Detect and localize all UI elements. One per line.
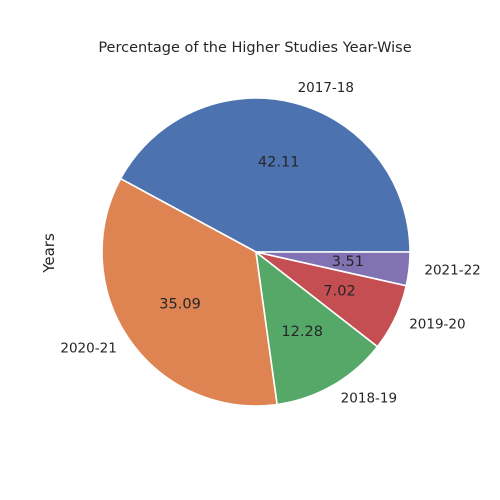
pie-slices xyxy=(101,97,411,407)
slice-label-2019-20: 2019-20 xyxy=(409,316,465,332)
slice-value-2021-22: 3.51 xyxy=(332,254,364,270)
pie-labels: 2017-18 42.11 2020-21 35.09 2018-19 12.28 2019… xyxy=(60,80,480,407)
pie-slice-2017-18 xyxy=(119,97,411,253)
pie-slice-2018-19 xyxy=(255,251,379,406)
slice-label-2020-21: 2020-21 xyxy=(60,341,116,357)
chart-title: Percentage of the Higher Studies Year-Wi… xyxy=(98,40,411,56)
slice-value-2019-20: 7.02 xyxy=(323,283,355,299)
slice-label-2017-18: 2017-18 xyxy=(298,80,354,96)
pie-slice-2021-22 xyxy=(255,251,411,287)
y-axis-label: Years xyxy=(40,233,58,274)
slice-value-2018-19: 12.28 xyxy=(281,324,323,340)
slice-value-2017-18: 42.11 xyxy=(258,154,300,170)
slice-label-2018-19: 2018-19 xyxy=(341,391,397,407)
slice-value-2020-21: 35.09 xyxy=(159,297,201,313)
pie-slice-2020-21 xyxy=(101,177,278,407)
slice-label-2021-22: 2021-22 xyxy=(424,263,480,279)
